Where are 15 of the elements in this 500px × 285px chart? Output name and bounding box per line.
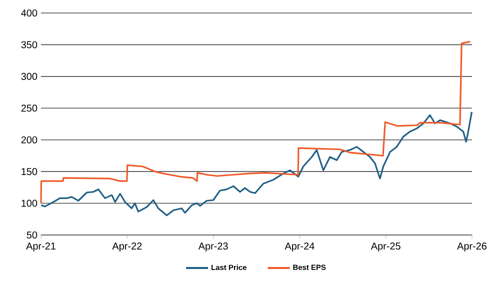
x-tick-label: Apr-25 (370, 242, 400, 252)
x-tick-label: Apr-26 (457, 242, 487, 252)
x-tick-label: Apr-21 (26, 242, 56, 252)
y-tick-label: 150 (22, 168, 38, 176)
line-series (40, 40, 471, 204)
y-tick-label: 100 (22, 200, 38, 207)
x-tick-label: Apr-23 (198, 242, 228, 252)
y-tick-label: 200 (21, 136, 38, 144)
y-tick-label: 400 (21, 9, 38, 17)
x-tick-label: Apr-22 (112, 242, 142, 252)
y-tick-label: 250 (21, 104, 38, 112)
y-tick-label: 300 (21, 72, 38, 80)
y-tick-label: 50 (26, 231, 38, 239)
x-tick-label: Apr-24 (284, 242, 314, 252)
y-tick-label: 350 (21, 41, 38, 48)
